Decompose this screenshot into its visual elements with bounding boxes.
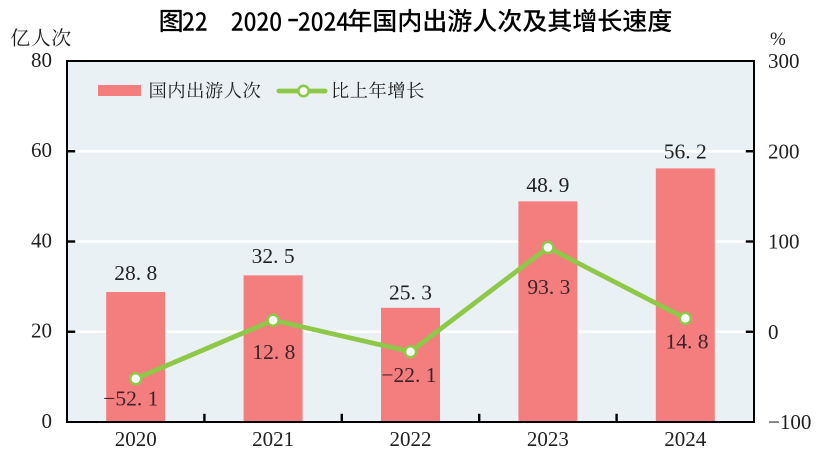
- svg-text:40: 40: [31, 228, 52, 252]
- svg-text:2023: 2023: [527, 427, 569, 451]
- svg-text:12. 8: 12. 8: [252, 340, 295, 364]
- svg-text:28. 8: 28. 8: [114, 261, 157, 285]
- svg-text:20: 20: [31, 319, 52, 343]
- svg-text:60: 60: [31, 138, 52, 162]
- svg-text:80: 80: [31, 48, 52, 72]
- svg-text:300: 300: [768, 49, 800, 73]
- svg-text:2024: 2024: [664, 427, 707, 451]
- svg-text:100: 100: [768, 230, 800, 254]
- svg-text:25. 3: 25. 3: [389, 280, 432, 304]
- svg-text:0: 0: [42, 409, 53, 433]
- svg-text:200: 200: [768, 139, 800, 163]
- svg-text:−52. 1: −52. 1: [103, 387, 158, 411]
- svg-text:−22. 1: −22. 1: [381, 363, 436, 387]
- svg-text:56. 2: 56. 2: [664, 140, 707, 164]
- svg-text:2022: 2022: [390, 427, 432, 451]
- svg-text:32. 5: 32. 5: [252, 244, 295, 268]
- svg-text:93. 3: 93. 3: [527, 275, 570, 299]
- svg-text:2020: 2020: [115, 427, 157, 451]
- svg-text:0: 0: [768, 320, 779, 344]
- svg-text:%: %: [770, 29, 786, 50]
- svg-text:14. 8: 14. 8: [666, 330, 709, 354]
- svg-text:−100: −100: [768, 410, 811, 434]
- svg-text:48. 9: 48. 9: [526, 173, 569, 197]
- svg-text:2021: 2021: [252, 427, 294, 451]
